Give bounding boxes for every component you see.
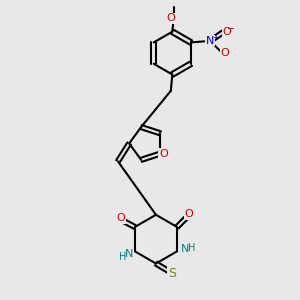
Text: H: H (119, 252, 127, 262)
Text: S: S (168, 267, 176, 280)
Text: −: − (227, 24, 235, 34)
Text: O: O (220, 48, 230, 58)
Text: O: O (222, 27, 231, 37)
Text: O: O (159, 148, 168, 159)
Text: N: N (125, 249, 133, 259)
Text: N: N (206, 36, 214, 46)
Text: +: + (212, 33, 219, 42)
Text: O: O (184, 209, 193, 219)
Text: H: H (188, 243, 196, 253)
Text: O: O (116, 213, 125, 223)
Text: N: N (181, 244, 190, 254)
Text: O: O (167, 13, 175, 23)
